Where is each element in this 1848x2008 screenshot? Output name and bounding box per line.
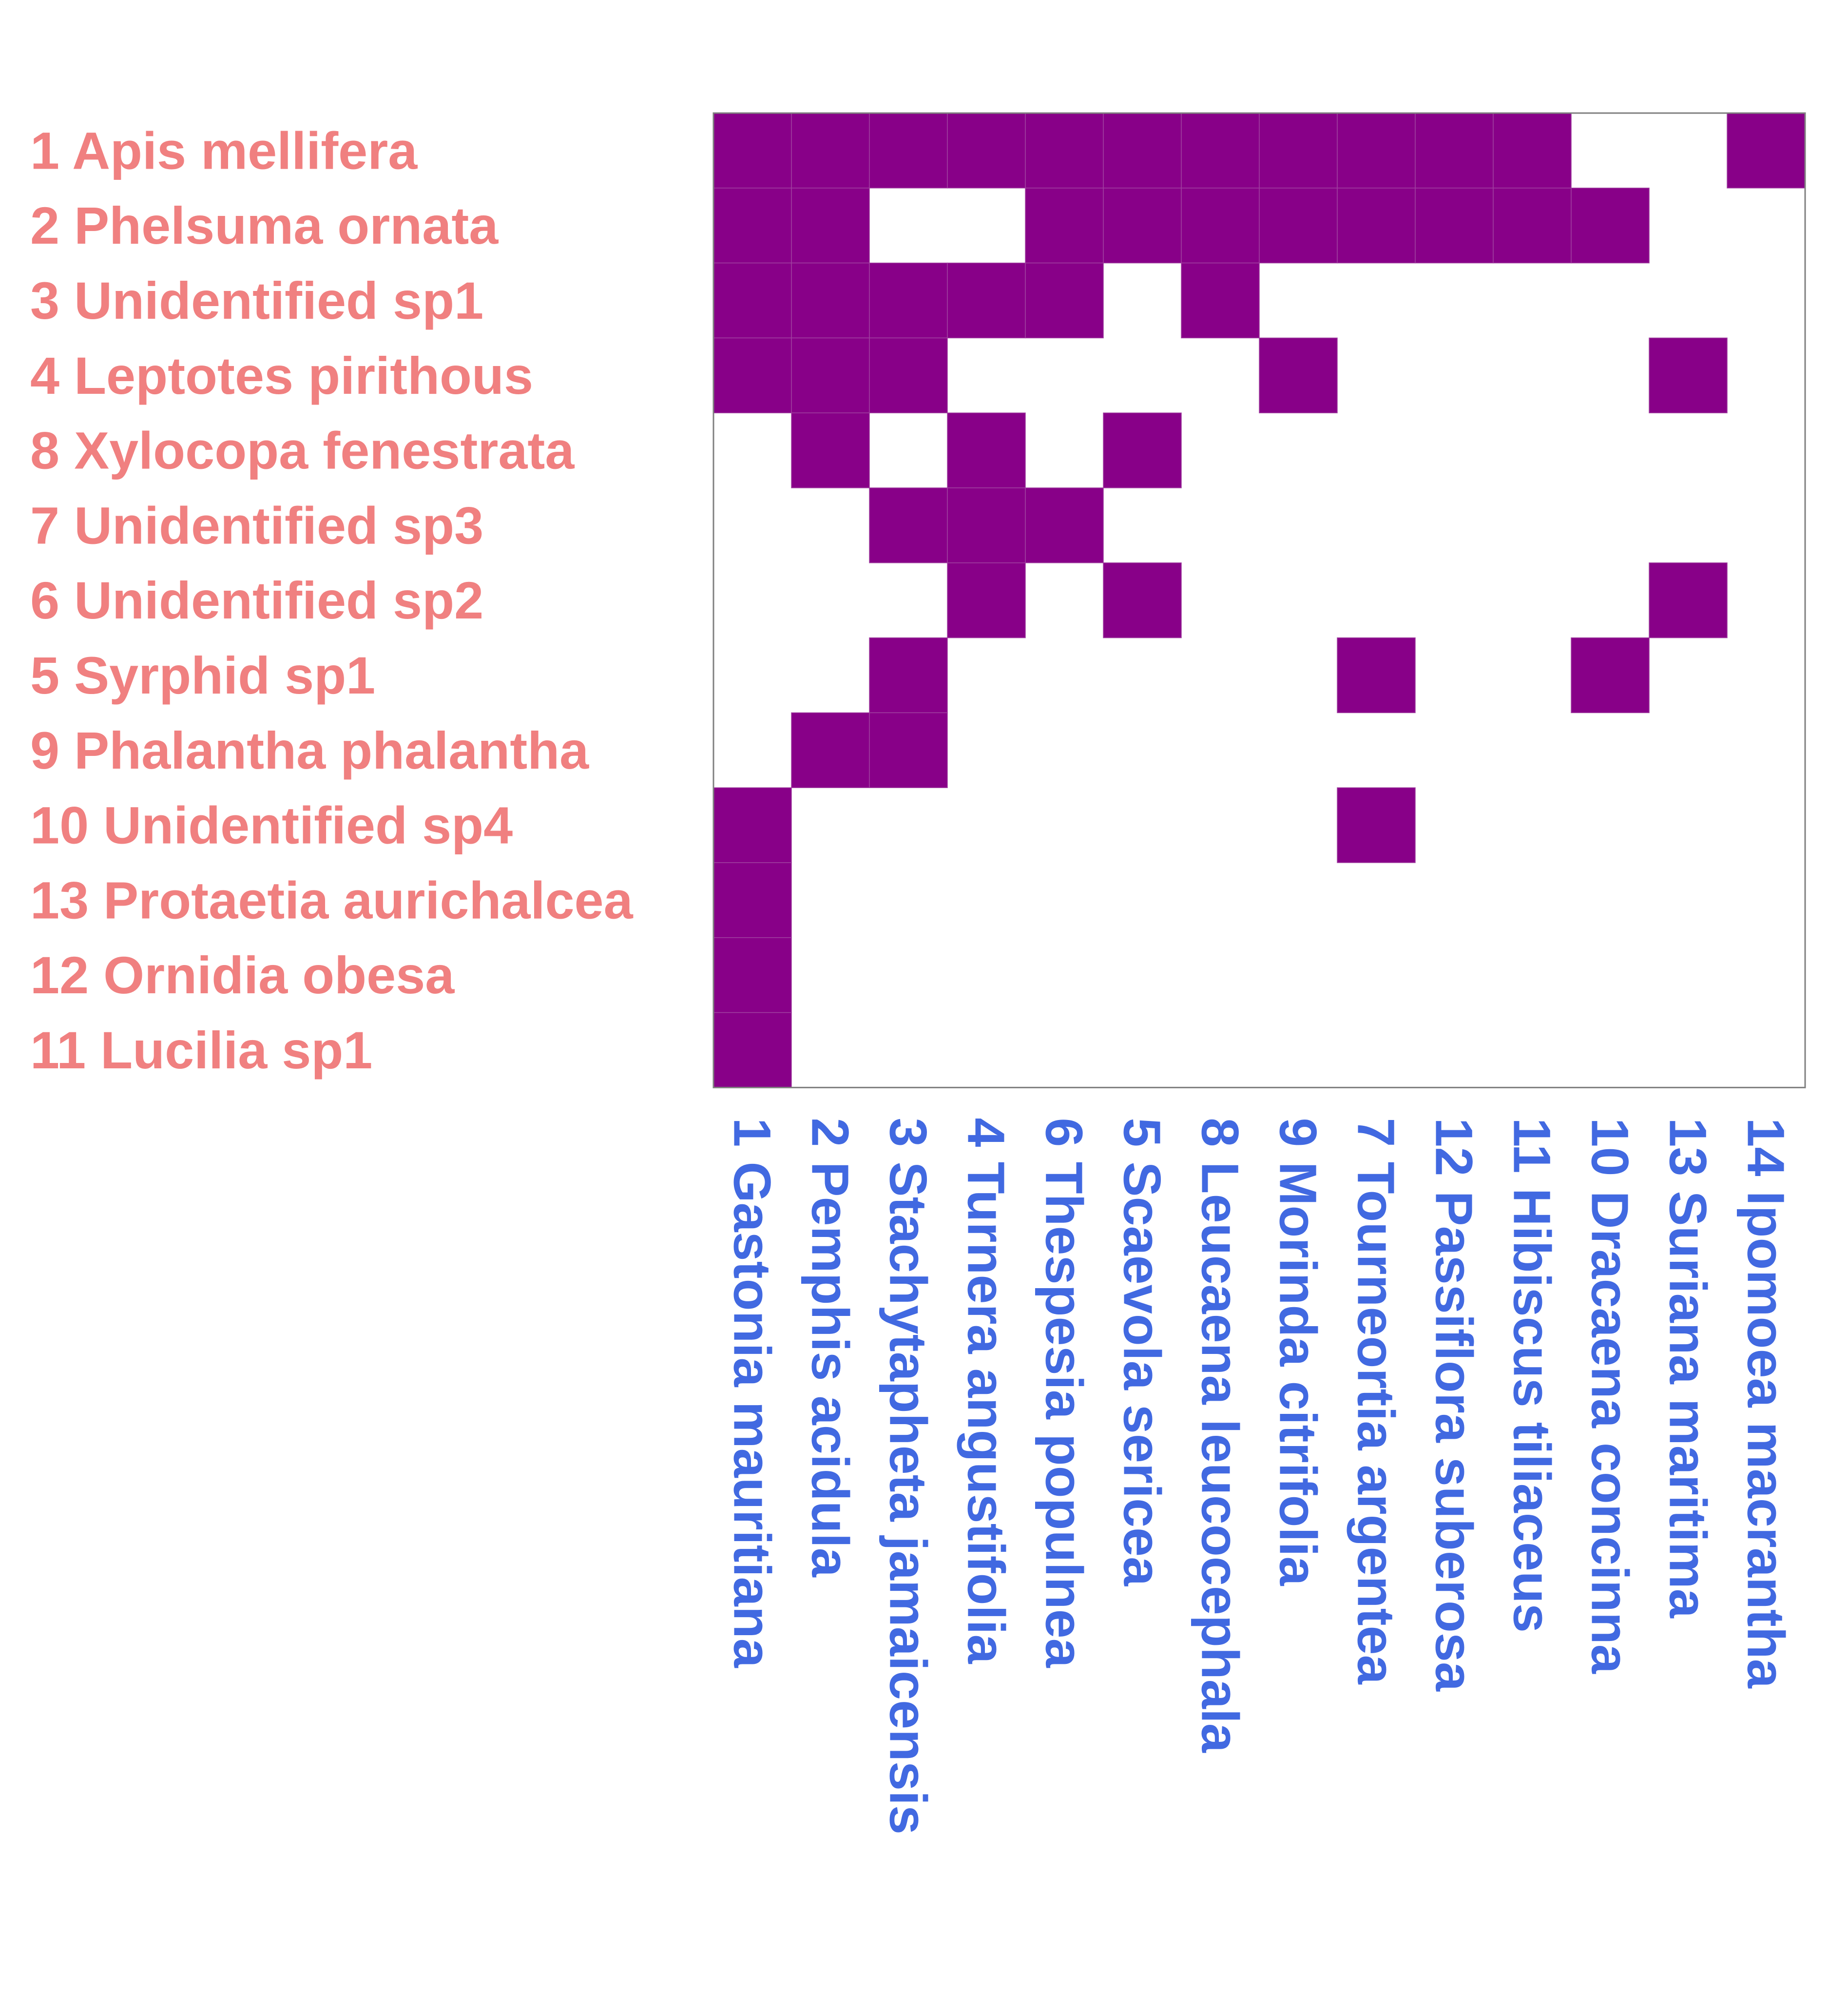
matrix-cell-r8-c9 [1337,637,1416,714]
row-label: 5 Syrphid sp1 [30,646,375,705]
column-label: 6 Thespesia populnea [1035,1118,1094,1668]
row-label: 1 Apis mellifera [30,121,418,180]
matrix-cell-r11-c1 [713,862,792,938]
column-label: 3 Stachytapheta jamaicensis [879,1118,938,1834]
column-label: 12 Passiflora suberosa [1425,1118,1484,1692]
column-label: 13 Suriana maritima [1659,1118,1718,1618]
matrix-cell-r6-c5 [1025,487,1104,563]
matrix-cell-r2-c2 [791,188,870,264]
column-label: 2 Pemphis acidula [801,1118,860,1577]
column-label: 8 Leucaena leucocephala [1191,1118,1250,1753]
row-labels: 1 Apis mellifera 2 Phelsuma ornata 3 Unide… [30,121,634,1080]
matrix-cell-r4-c2 [791,337,870,413]
matrix-cell-r8-c12 [1571,637,1650,714]
matrix-cell-r10-c1 [713,787,792,863]
matrix-cell-r1-c14 [1727,113,1806,189]
matrix-cell-r4-c13 [1649,337,1728,413]
matrix-cell-r8-c3 [869,637,948,714]
matrix-cell-r5-c6 [1103,412,1182,488]
column-label: 4 Turnera angustifolia [957,1118,1016,1664]
matrix-cell-r1-c2 [791,113,870,189]
matrix-cell-r6-c3 [869,487,948,563]
row-label: 9 Phalantha phalantha [30,721,589,780]
matrix-cell-r1-c7 [1181,113,1260,189]
matrix-cell-r2-c7 [1181,188,1260,264]
column-label: 9 Morinda citrifolia [1269,1118,1328,1586]
matrix-cell-r2-c10 [1415,188,1494,264]
row-label: 10 Unidentified sp4 [30,796,513,855]
matrix-cell-r7-c4 [947,562,1026,638]
matrix-cell-r1-c8 [1259,113,1338,189]
column-labels: 1 Gastonia mauritiana 2 Pemphis acidula 3 … [723,1118,1796,1834]
matrix-cell-r2-c1 [713,188,792,264]
row-label: 6 Unidentified sp2 [30,571,483,630]
row-label: 7 Unidentified sp3 [30,496,483,555]
matrix-frame [712,112,1806,1088]
matrix-cell-r10-c9 [1337,787,1416,863]
matrix-cell-r13-c1 [713,1012,792,1088]
column-label: 10 Dracaena concinna [1581,1118,1640,1674]
matrix-cell-r3-c1 [713,262,792,339]
matrix-cell-r2-c6 [1103,188,1182,264]
matrix-cell-r3-c4 [947,262,1026,339]
row-label: 12 Ornidia obesa [30,946,455,1004]
matrix-cell-r5-c4 [947,412,1026,488]
matrix-cell-r12-c1 [713,937,792,1013]
matrix-cells [713,113,1806,1088]
column-label: 14 Ipomoea macrantha [1737,1118,1796,1688]
matrix-cell-r9-c3 [869,712,948,788]
matrix-cell-r2-c9 [1337,188,1416,264]
row-label: 13 Protaetia aurichalcea [30,870,634,929]
matrix-cell-r4-c3 [869,337,948,413]
row-label: 3 Unidentified sp1 [30,271,483,330]
matrix-cell-r3-c3 [869,262,948,339]
matrix-cell-r1-c6 [1103,113,1182,189]
row-label: 8 Xylocopa fenestrata [30,421,575,480]
matrix-cell-r1-c1 [713,113,792,189]
matrix-cell-r1-c3 [869,113,948,189]
matrix-cell-r7-c6 [1103,562,1182,638]
matrix-cell-r7-c13 [1649,562,1728,638]
row-label: 11 Lucilia sp1 [30,1021,372,1080]
row-label: 2 Phelsuma ornata [30,196,499,255]
matrix-cell-r4-c1 [713,337,792,413]
matrix-cell-r3-c7 [1181,262,1260,339]
matrix-cell-r2-c8 [1259,188,1338,264]
matrix-cell-r2-c5 [1025,188,1104,264]
matrix-cell-r1-c5 [1025,113,1104,189]
matrix-cell-r2-c11 [1493,188,1572,264]
column-label: 7 Tourneortia argentea [1347,1118,1406,1684]
matrix-cell-r3-c5 [1025,262,1104,339]
matrix-cell-r2-c12 [1571,188,1650,264]
column-label: 5 Scaevola sericea [1113,1118,1172,1586]
matrix-cell-r9-c2 [791,712,870,788]
row-label: 4 Leptotes pirithous [30,346,533,405]
matrix-cell-r1-c11 [1493,113,1572,189]
column-label: 1 Gastonia mauritiana [723,1118,782,1668]
matrix-cell-r1-c10 [1415,113,1494,189]
matrix-cell-r3-c2 [791,262,870,339]
column-label: 11 Hibiscus tiliaceus [1503,1118,1562,1633]
matrix-cell-r5-c2 [791,412,870,488]
matrix-cell-r4-c8 [1259,337,1338,413]
matrix-cell-r1-c9 [1337,113,1416,189]
matrix-cell-r1-c4 [947,113,1026,189]
matrix-cell-r6-c4 [947,487,1026,563]
